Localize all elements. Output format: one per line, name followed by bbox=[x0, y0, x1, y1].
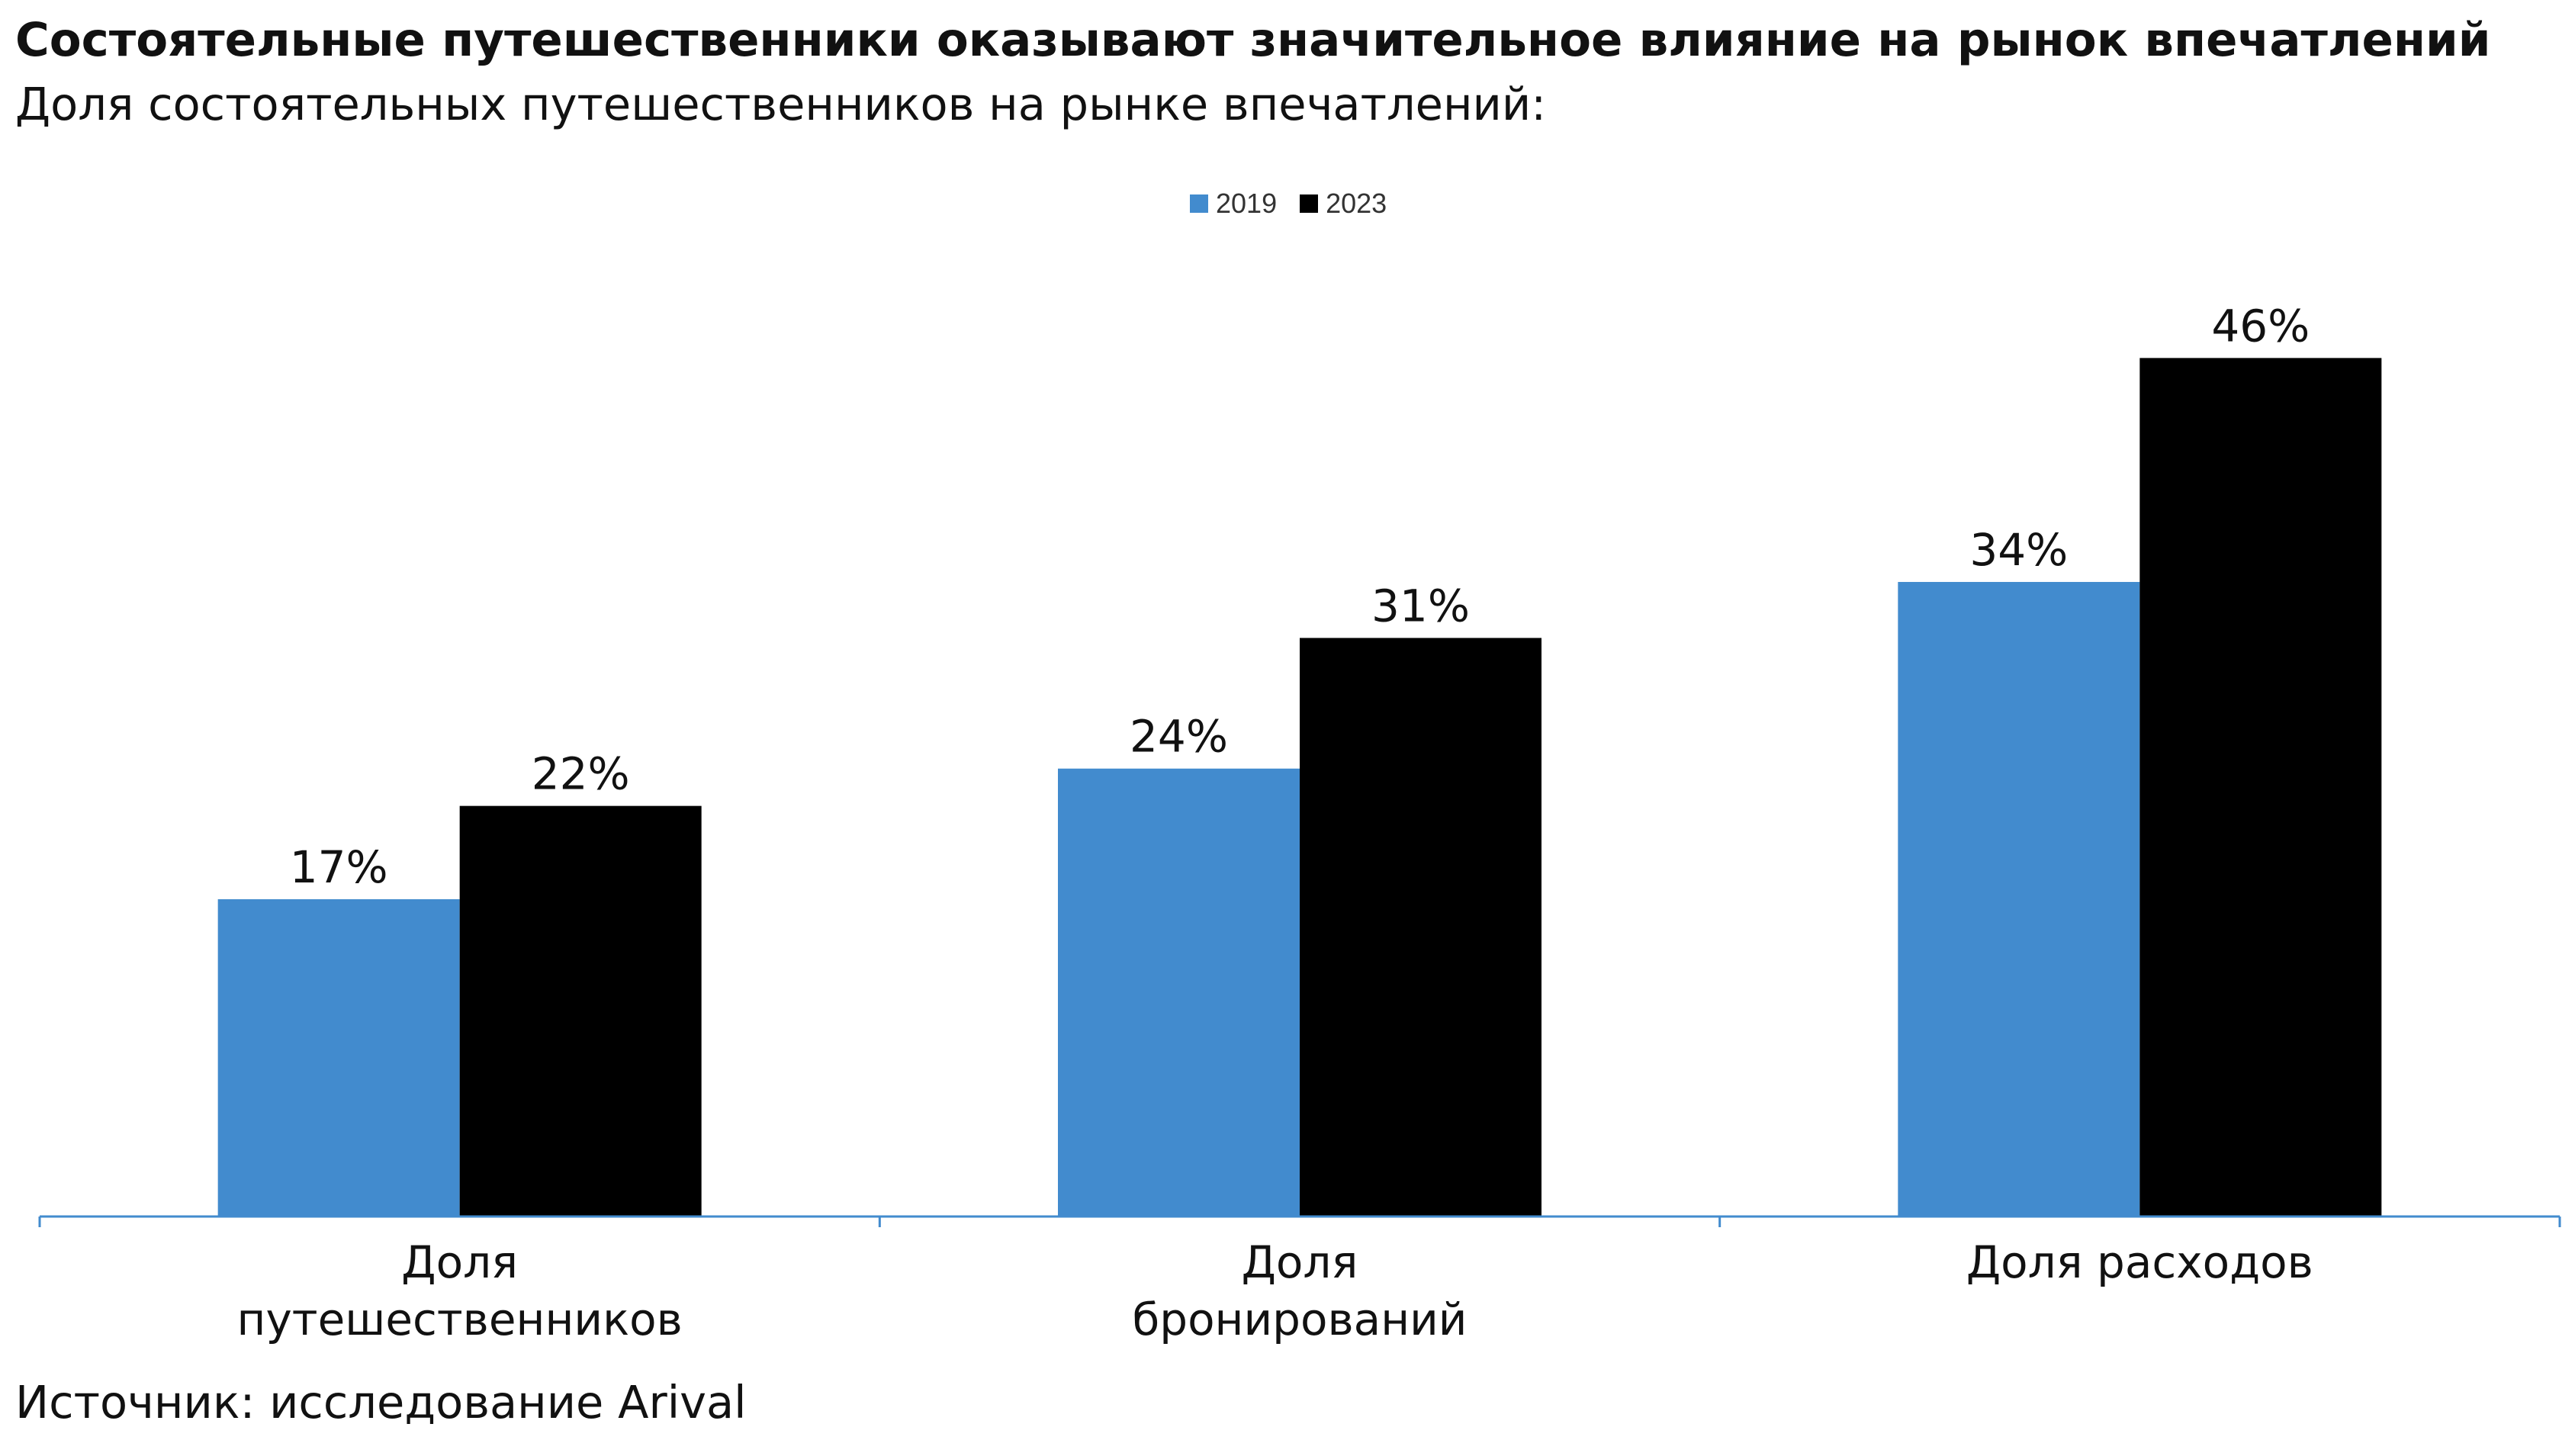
category-label-2-line-1: Доля bbox=[1242, 1236, 1358, 1288]
legend-item-2019: 2019 bbox=[1190, 188, 1277, 220]
bar-2023-1 bbox=[459, 805, 702, 1217]
bar-2023-3 bbox=[2139, 358, 2382, 1217]
bar-2023-2 bbox=[1300, 638, 1541, 1217]
data-label-2019-2: 24% bbox=[1130, 711, 1228, 763]
category-label-2-line-2: бронирований bbox=[1132, 1294, 1467, 1345]
chart-title: Состоятельные путешественники оказывают … bbox=[15, 13, 2491, 67]
category-label-3-line-1: Доля расходов bbox=[1966, 1236, 2313, 1288]
data-label-2023-1: 22% bbox=[532, 748, 630, 800]
category-label-1-line-1: Доля bbox=[401, 1236, 518, 1288]
category-label-1-line-2: путешественников bbox=[237, 1294, 683, 1345]
chart-subtitle: Доля состоятельных путешественников на р… bbox=[15, 78, 1547, 130]
data-label-2019-1: 17% bbox=[290, 841, 388, 893]
legend-label-2019: 2019 bbox=[1216, 188, 1278, 219]
data-label-2023-3: 46% bbox=[2211, 300, 2310, 352]
bar-2019-3 bbox=[1898, 582, 2140, 1217]
legend-item-2023: 2023 bbox=[1300, 188, 1387, 220]
bar-2019-2 bbox=[1058, 768, 1300, 1217]
data-label-2019-3: 34% bbox=[1969, 524, 2068, 576]
legend: 2019 2023 bbox=[1190, 188, 1410, 220]
legend-label-2023: 2023 bbox=[1326, 188, 1387, 219]
bar-2019-1 bbox=[217, 899, 460, 1217]
source-note: Источник: исследование Arival bbox=[15, 1376, 747, 1429]
legend-swatch-2023 bbox=[1300, 194, 1319, 213]
legend-swatch-2019 bbox=[1190, 194, 1208, 213]
data-label-2023-2: 31% bbox=[1371, 580, 1470, 632]
